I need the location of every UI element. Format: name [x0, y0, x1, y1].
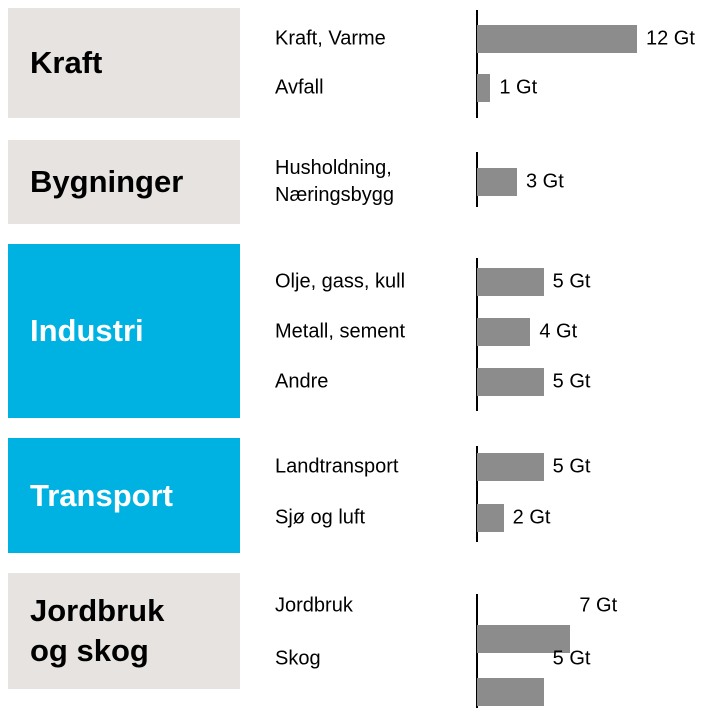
bar [477, 74, 491, 102]
bar [477, 453, 544, 481]
group-label: Bygninger [8, 140, 240, 224]
value-label: 5 Gt [552, 455, 591, 478]
value-label: 2 Gt [512, 506, 551, 529]
value-label: 3 Gt [526, 170, 564, 193]
value-label: 5 Gt [552, 270, 591, 293]
category-label: Avfall [275, 76, 324, 99]
bar [477, 318, 531, 346]
bar [477, 504, 504, 532]
value-label: 4 Gt [539, 320, 578, 343]
category-label: Metall, sement [275, 320, 406, 343]
category-label: Skog [275, 647, 321, 670]
bar [477, 268, 544, 296]
bar [477, 368, 544, 396]
group-label: Jordbruk og skog [8, 573, 240, 689]
value-label: 7 Gt [579, 594, 618, 617]
category-label: Husholdning, Næringsbygg [275, 157, 394, 206]
bar [477, 168, 517, 196]
group-label: Industri [8, 244, 240, 418]
group-label: Transport [8, 438, 240, 553]
value-label: 1 Gt [499, 76, 538, 99]
category-label: Olje, gass, kull [275, 270, 406, 293]
axis-line [476, 10, 478, 118]
value-label: 5 Gt [552, 370, 591, 393]
category-label: Kraft, Varme [275, 27, 386, 50]
bar [477, 25, 637, 53]
bar [477, 678, 544, 706]
category-label: Andre [275, 370, 329, 393]
category-label: Landtransport [275, 455, 399, 478]
bar [477, 625, 571, 653]
value-label: 12 Gt [646, 27, 695, 50]
category-label: Sjø og luft [275, 506, 366, 529]
axis-line [476, 446, 478, 542]
value-label: 5 Gt [552, 647, 591, 670]
category-label: Jordbruk [275, 594, 353, 617]
group-label: Kraft [8, 8, 240, 118]
